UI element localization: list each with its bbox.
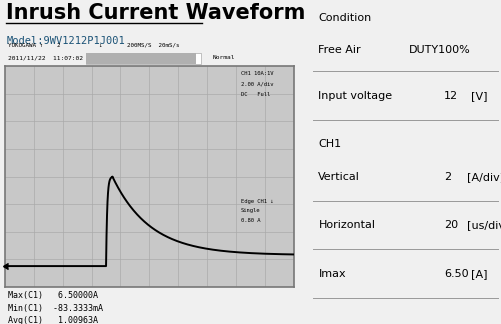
Bar: [86, 53, 195, 64]
Text: 0.80 A: 0.80 A: [240, 218, 260, 223]
Text: 2.00 A/div: 2.00 A/div: [240, 81, 273, 86]
Bar: [86, 53, 201, 64]
Text: CH1 10A:1V: CH1 10A:1V: [240, 71, 273, 76]
Text: 20: 20: [443, 220, 457, 230]
Text: Free Air: Free Air: [318, 45, 360, 55]
Text: 12: 12: [443, 91, 457, 101]
Text: Edge CH1 ↓: Edge CH1 ↓: [240, 199, 273, 204]
Text: [A/div]: [A/div]: [466, 172, 501, 182]
Text: Normal: Normal: [212, 55, 235, 60]
Text: 2011/11/22  11:07:02: 2011/11/22 11:07:02: [8, 55, 83, 60]
Text: DC   Full: DC Full: [240, 92, 269, 97]
Text: Vertical: Vertical: [318, 172, 360, 182]
Text: YOKOGAWA ↑    2           ↓       200MS/S  20mS/s: YOKOGAWA ↑ 2 ↓ 200MS/S 20mS/s: [8, 42, 179, 48]
Text: [A]: [A]: [470, 269, 486, 279]
Text: 6.50: 6.50: [443, 269, 468, 279]
Text: Avg(C1)   1.00963A: Avg(C1) 1.00963A: [8, 316, 98, 324]
Text: Max(C1)   6.50000A: Max(C1) 6.50000A: [8, 291, 98, 300]
Text: [V]: [V]: [470, 91, 486, 101]
Text: Condition: Condition: [318, 13, 371, 23]
Text: Imax: Imax: [318, 269, 345, 279]
Text: CH1: CH1: [318, 139, 341, 149]
Text: Horizontal: Horizontal: [318, 220, 375, 230]
Text: Inrush Current Waveform: Inrush Current Waveform: [6, 3, 305, 23]
Text: [us/div]: [us/div]: [466, 220, 501, 230]
Text: Model:9WV1212P1J001: Model:9WV1212P1J001: [6, 36, 125, 46]
Text: Min(C1)  -83.3333mA: Min(C1) -83.3333mA: [8, 304, 103, 313]
Text: Input voltage: Input voltage: [318, 91, 392, 101]
Text: Single: Single: [240, 208, 260, 213]
Text: 2: 2: [443, 172, 450, 182]
Text: DUTY100%: DUTY100%: [408, 45, 470, 55]
